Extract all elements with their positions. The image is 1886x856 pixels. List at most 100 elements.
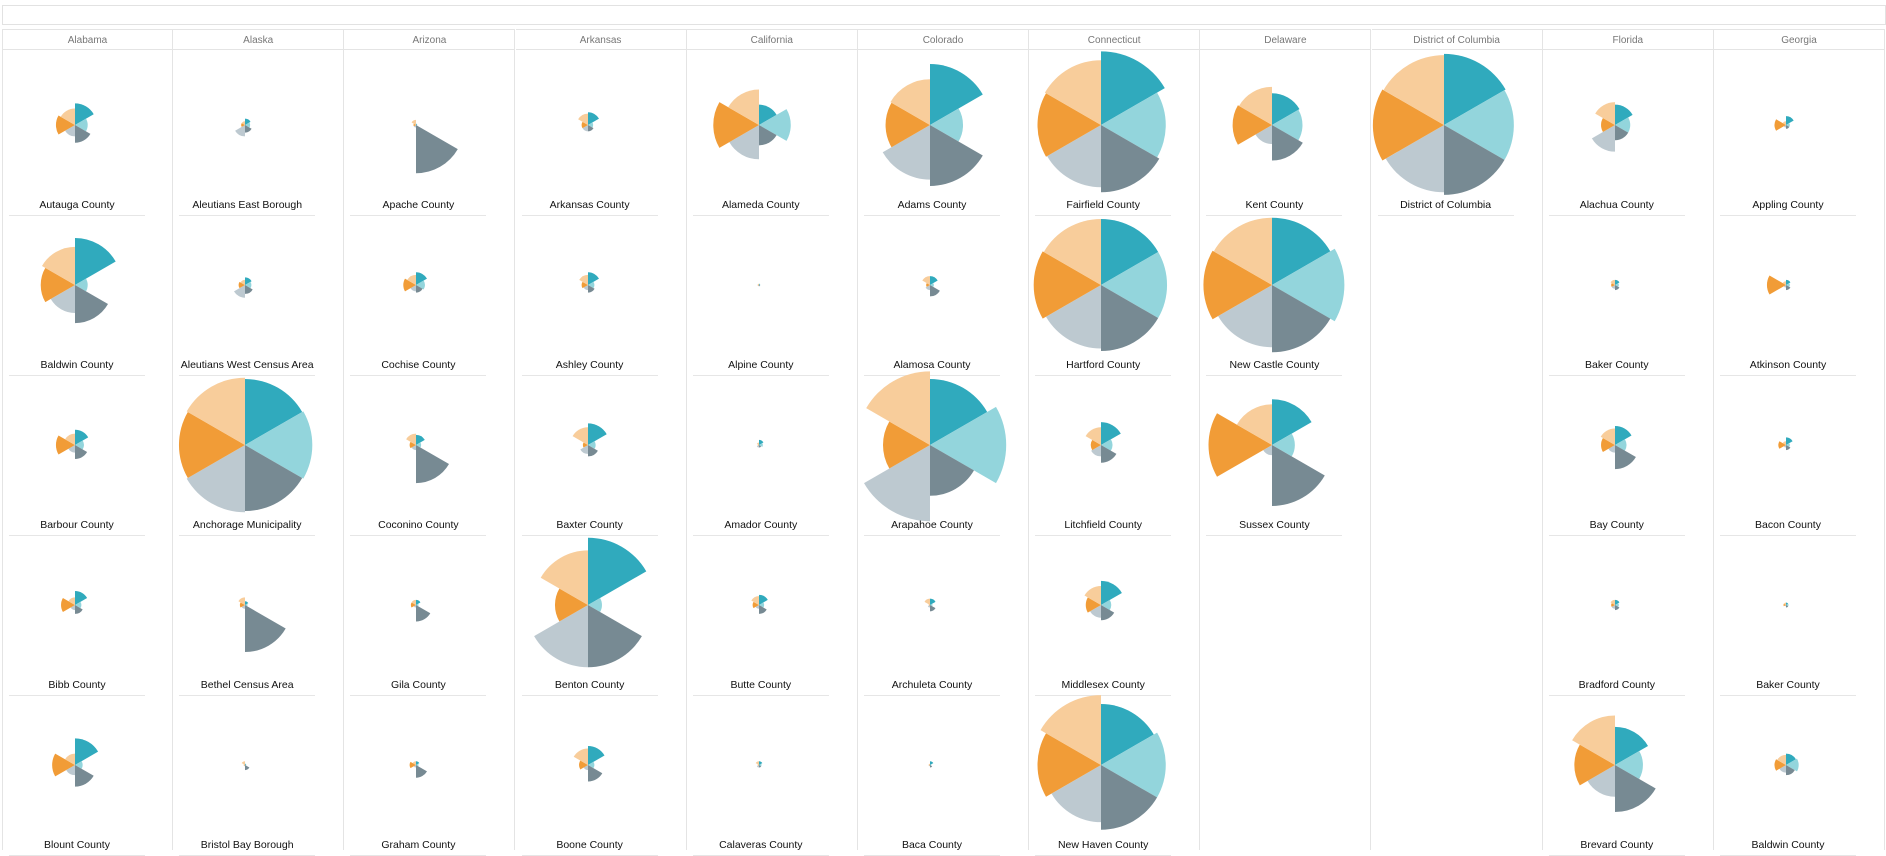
county-cell[interactable]: New Haven County <box>1029 690 1199 856</box>
polar-sector[interactable] <box>75 591 88 605</box>
county-cell[interactable]: Ashley County <box>516 210 686 376</box>
polar-sector[interactable] <box>1037 733 1102 797</box>
polar-sector[interactable] <box>1574 744 1615 786</box>
polar-sector[interactable] <box>1784 605 1786 607</box>
polar-sector[interactable] <box>1091 439 1102 451</box>
polar-sector[interactable] <box>1033 251 1102 319</box>
polar-sector[interactable] <box>40 267 75 303</box>
polar-sector[interactable] <box>1043 218 1102 285</box>
polar-sector[interactable] <box>1101 765 1158 830</box>
polar-sector[interactable] <box>416 280 426 290</box>
county-cell[interactable]: Baldwin County <box>1714 690 1884 856</box>
polar-sector[interactable] <box>240 602 246 608</box>
polar-sector[interactable] <box>416 603 419 607</box>
polar-sector[interactable] <box>416 763 419 767</box>
county-cell[interactable]: Blount County <box>3 690 173 856</box>
polar-sector[interactable] <box>1591 125 1615 152</box>
polar-sector[interactable] <box>1085 427 1102 445</box>
county-cell[interactable]: Amador County <box>687 370 857 536</box>
polar-sector[interactable] <box>75 738 99 765</box>
polar-sector[interactable] <box>416 765 428 778</box>
county-cell[interactable]: Atkinson County <box>1714 210 1884 376</box>
polar-sector[interactable] <box>234 285 246 298</box>
county-cell[interactable]: Barbour County <box>3 370 173 536</box>
polar-sector[interactable] <box>75 605 83 614</box>
polar-sector[interactable] <box>758 443 763 447</box>
polar-sector[interactable] <box>756 765 759 768</box>
polar-sector[interactable] <box>75 445 88 459</box>
county-cell[interactable]: Alpine County <box>687 210 857 376</box>
polar-sector[interactable] <box>1208 413 1273 477</box>
polar-sector[interactable] <box>1101 605 1115 621</box>
polar-sector[interactable] <box>414 125 417 128</box>
polar-sector[interactable] <box>1443 125 1505 195</box>
polar-sector[interactable] <box>1614 439 1627 451</box>
polar-sector[interactable] <box>75 103 94 125</box>
polar-sector[interactable] <box>587 598 602 612</box>
polar-sector[interactable] <box>1101 704 1154 765</box>
polar-sector[interactable] <box>1233 105 1273 145</box>
polar-sector[interactable] <box>416 124 418 126</box>
polar-sector[interactable] <box>245 378 303 445</box>
polar-sector[interactable] <box>241 761 246 765</box>
polar-sector[interactable] <box>1774 759 1786 771</box>
polar-sector[interactable] <box>1614 605 1620 611</box>
polar-sector[interactable] <box>413 123 417 127</box>
polar-sector[interactable] <box>245 445 303 512</box>
polar-sector[interactable] <box>758 283 760 285</box>
polar-sector[interactable] <box>1101 285 1159 352</box>
polar-sector[interactable] <box>1786 437 1793 445</box>
polar-sector[interactable] <box>1040 695 1102 765</box>
polar-sector[interactable] <box>1783 125 1786 128</box>
polar-sector[interactable] <box>1594 102 1615 125</box>
polar-sector[interactable] <box>1782 121 1786 125</box>
county-cell[interactable]: Bibb County <box>3 530 173 696</box>
polar-sector[interactable] <box>587 112 599 125</box>
polar-sector[interactable] <box>729 125 759 160</box>
polar-sector[interactable] <box>75 765 94 787</box>
polar-sector[interactable] <box>245 764 247 766</box>
polar-sector[interactable] <box>411 119 417 125</box>
polar-sector[interactable] <box>240 279 246 285</box>
polar-sector[interactable] <box>587 445 598 457</box>
polar-sector[interactable] <box>930 283 934 287</box>
polar-sector[interactable] <box>927 605 930 608</box>
polar-sector[interactable] <box>930 761 934 765</box>
county-cell[interactable]: Sussex County <box>1200 370 1370 536</box>
polar-sector[interactable] <box>587 745 605 765</box>
polar-sector[interactable] <box>930 445 974 496</box>
polar-sector[interactable] <box>578 760 588 770</box>
polar-sector[interactable] <box>410 761 417 769</box>
county-cell[interactable]: Coconino County <box>344 370 514 536</box>
polar-sector[interactable] <box>1786 602 1789 605</box>
polar-sector[interactable] <box>1272 109 1303 141</box>
county-cell[interactable]: Archuleta County <box>858 530 1028 696</box>
polar-sector[interactable] <box>1091 445 1102 457</box>
polar-sector[interactable] <box>885 102 930 148</box>
county-cell[interactable]: Boone County <box>516 690 686 856</box>
county-cell[interactable]: Fairfield County <box>1029 50 1199 216</box>
county-cell[interactable]: Adams County <box>858 50 1028 216</box>
polar-sector[interactable] <box>751 596 759 605</box>
polar-sector[interactable] <box>1272 217 1331 285</box>
polar-sector[interactable] <box>930 64 983 125</box>
polar-sector[interactable] <box>752 601 759 609</box>
polar-sector[interactable] <box>587 441 596 449</box>
polar-sector[interactable] <box>186 377 246 445</box>
polar-sector[interactable] <box>1783 602 1786 605</box>
polar-sector[interactable] <box>70 605 75 611</box>
polar-sector[interactable] <box>1614 425 1632 445</box>
polar-sector[interactable] <box>42 246 75 285</box>
polar-sector[interactable] <box>1611 605 1615 609</box>
county-cell[interactable]: Cochise County <box>344 210 514 376</box>
polar-sector[interactable] <box>416 434 426 445</box>
polar-sector[interactable] <box>65 753 75 765</box>
polar-sector[interactable] <box>1786 765 1795 776</box>
polar-sector[interactable] <box>1084 585 1102 605</box>
polar-sector[interactable] <box>587 765 602 782</box>
polar-sector[interactable] <box>1786 445 1791 451</box>
polar-sector[interactable] <box>1786 285 1791 291</box>
polar-sector[interactable] <box>179 411 246 479</box>
polar-sector[interactable] <box>414 765 417 768</box>
polar-sector[interactable] <box>578 274 588 285</box>
